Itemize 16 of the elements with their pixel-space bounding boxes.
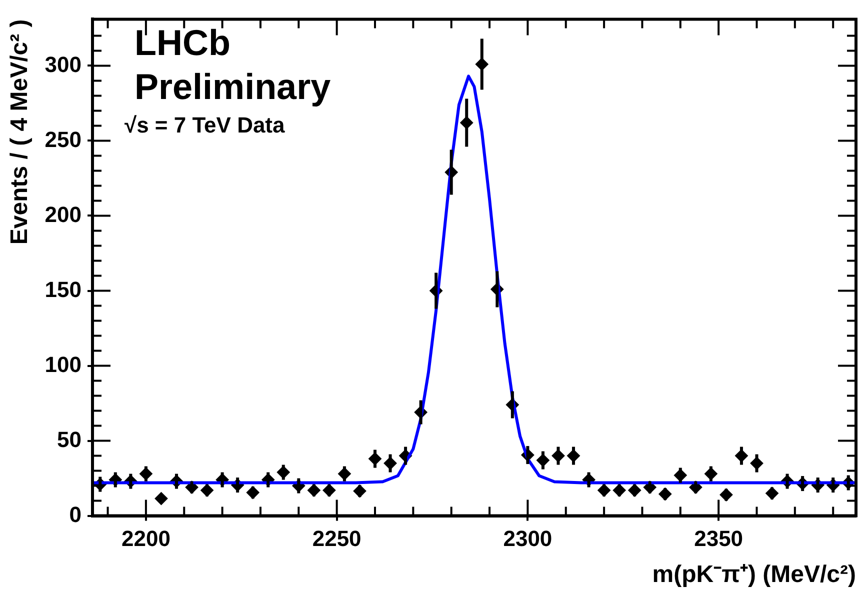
y-tick-label: 250 (44, 126, 82, 152)
x-tick-label: 2250 (312, 526, 362, 552)
y-tick-label: 100 (44, 352, 82, 377)
annotation: Preliminary (134, 66, 331, 108)
x-tick-label: 2350 (694, 526, 744, 552)
x-axis-title: m(pK⁻π⁺) (MeV/c²) (652, 561, 856, 588)
y-tick-label: 50 (57, 426, 82, 452)
y-tick-label: 300 (44, 52, 82, 77)
y-tick-label: 0 (69, 502, 82, 527)
y-tick-label: 150 (44, 276, 82, 302)
annotation: √s = 7 TeV Data (124, 112, 286, 138)
x-tick-label: 2300 (503, 526, 552, 552)
y-tick-label: 200 (44, 202, 82, 227)
y-axis-title: Events / ( 4 MeV/c² ) (6, 19, 34, 245)
annotation: LHCb (134, 22, 230, 64)
x-tick-label: 2200 (121, 526, 170, 552)
